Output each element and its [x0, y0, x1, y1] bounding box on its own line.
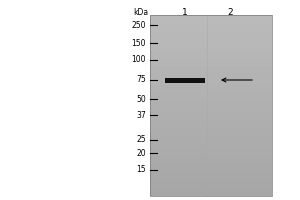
Text: 250: 250	[131, 21, 146, 29]
Text: 20: 20	[136, 148, 146, 158]
Text: 15: 15	[136, 166, 146, 174]
Text: 50: 50	[136, 95, 146, 104]
Bar	[165, 77, 205, 82]
Text: 25: 25	[136, 136, 146, 144]
Text: kDa: kDa	[133, 8, 148, 17]
Text: 1: 1	[182, 8, 188, 17]
Text: 37: 37	[136, 110, 146, 119]
Bar	[150, 15, 272, 196]
Text: 100: 100	[131, 55, 146, 64]
Text: 75: 75	[136, 75, 146, 84]
Text: 2: 2	[227, 8, 233, 17]
Text: 150: 150	[131, 38, 146, 47]
